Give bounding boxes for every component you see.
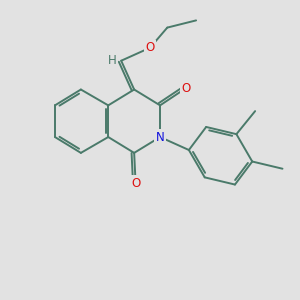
Text: O: O	[131, 177, 140, 190]
Text: N: N	[156, 130, 164, 143]
Text: O: O	[146, 41, 154, 54]
Text: O: O	[182, 82, 190, 94]
Text: H: H	[108, 54, 117, 67]
